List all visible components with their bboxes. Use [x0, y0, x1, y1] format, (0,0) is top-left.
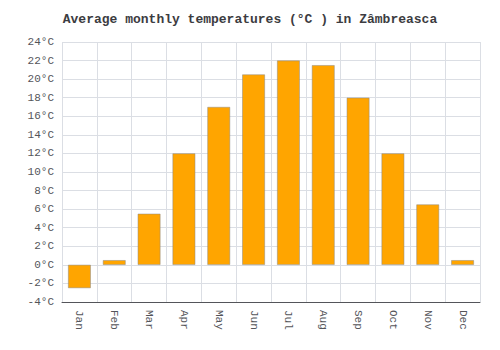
svg-text:Sep: Sep — [352, 310, 364, 330]
svg-text:4°C: 4°C — [34, 222, 54, 234]
svg-text:Aug: Aug — [317, 310, 329, 330]
svg-text:Feb: Feb — [108, 310, 120, 330]
svg-text:Nov: Nov — [422, 310, 434, 330]
svg-text:18°C: 18°C — [28, 92, 55, 104]
svg-text:20°C: 20°C — [28, 73, 55, 85]
svg-text:-2°C: -2°C — [28, 277, 55, 289]
svg-text:Jan: Jan — [73, 310, 85, 330]
svg-text:8°C: 8°C — [34, 185, 54, 197]
svg-text:May: May — [213, 310, 225, 330]
svg-text:Oct: Oct — [387, 310, 399, 330]
svg-text:Dec: Dec — [457, 310, 469, 330]
svg-text:Jun: Jun — [248, 310, 260, 330]
svg-text:24°C: 24°C — [28, 36, 55, 48]
svg-text:16°C: 16°C — [28, 110, 55, 122]
svg-text:Mar: Mar — [143, 310, 155, 330]
svg-text:14°C: 14°C — [28, 129, 55, 141]
svg-text:Apr: Apr — [178, 310, 190, 330]
svg-text:Jul: Jul — [282, 310, 294, 330]
svg-text:-4°C: -4°C — [28, 296, 55, 308]
svg-text:6°C: 6°C — [34, 203, 54, 215]
svg-text:10°C: 10°C — [28, 166, 55, 178]
svg-text:22°C: 22°C — [28, 55, 55, 67]
svg-text:0°C: 0°C — [34, 259, 54, 271]
svg-text:12°C: 12°C — [28, 147, 55, 159]
svg-text:2°C: 2°C — [34, 240, 54, 252]
svg-text:Average monthly temperatures (: Average monthly temperatures (°C ) in Zâ… — [63, 12, 438, 27]
